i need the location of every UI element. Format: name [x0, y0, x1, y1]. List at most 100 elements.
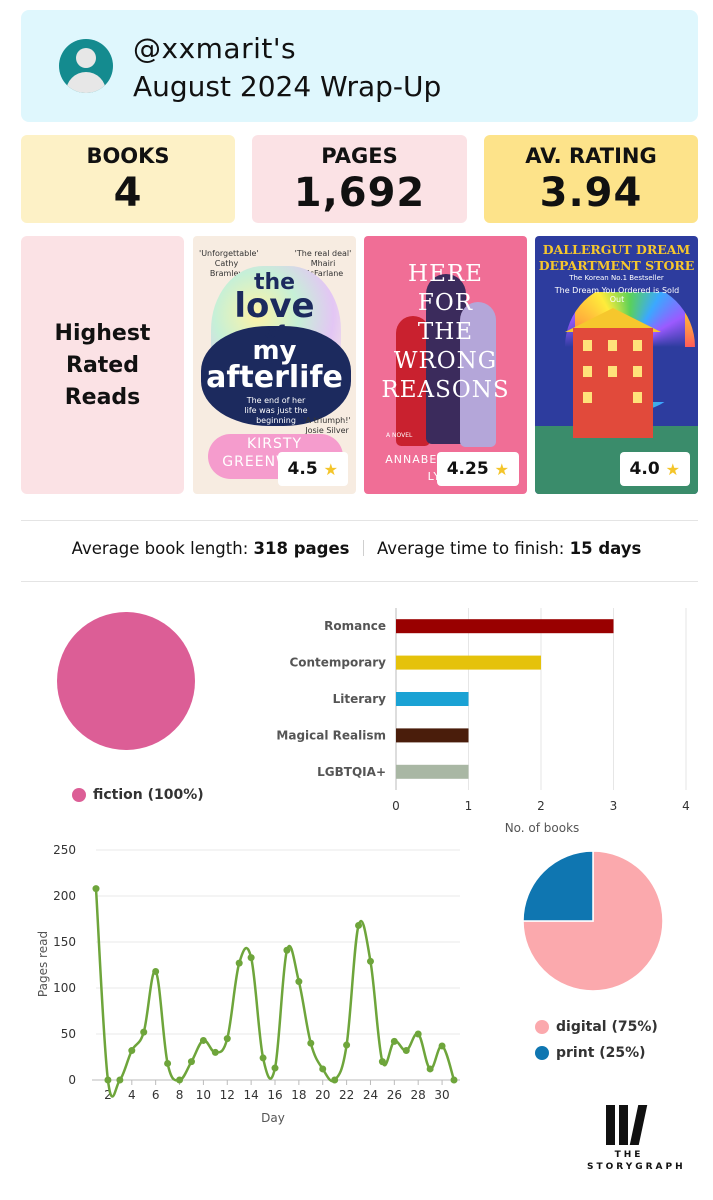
line-x-tick: 4 — [128, 1088, 136, 1102]
line-point-day-13[interactable] — [235, 959, 243, 967]
rating-value: 4.5 — [287, 459, 318, 479]
line-point-day-8[interactable] — [176, 1076, 184, 1084]
fiction-pie-slice-fiction[interactable] — [57, 612, 195, 750]
line-point-day-31[interactable] — [450, 1076, 458, 1084]
line-point-day-7[interactable] — [164, 1059, 172, 1067]
book-cover-love-of-my-afterlife[interactable]: 'Unforgettable' Cathy Bramley 'The real … — [193, 236, 356, 494]
cover-art-window — [583, 340, 592, 351]
line-point-day-6[interactable] — [152, 967, 160, 975]
line-point-day-16[interactable] — [271, 1064, 279, 1072]
cover-title-word: FOR — [417, 290, 474, 316]
cover-title-word: love — [234, 286, 315, 326]
line-point-day-29[interactable] — [426, 1065, 434, 1073]
format-pie-slice-print[interactable] — [522, 850, 594, 922]
legend-label: digital (75%) — [556, 1019, 658, 1035]
cover-art-window — [608, 340, 617, 351]
cover-blurb: The end of her life was just the beginni… — [244, 396, 308, 425]
star-icon: ★ — [665, 459, 680, 479]
logo-bar — [606, 1105, 615, 1145]
genre-x-axis-label: No. of books — [505, 821, 580, 835]
line-point-day-12[interactable] — [223, 1035, 231, 1043]
storygraph-logo-icon — [606, 1105, 652, 1145]
line-point-day-2[interactable] — [104, 1076, 112, 1084]
highest-rated-title-line: Reads — [64, 385, 141, 410]
book-cover-here-for-the-wrong-reasons[interactable]: HERE FOR THE WRONG REASONS A NOVEL ANNAB… — [364, 236, 527, 494]
line-point-day-20[interactable] — [319, 1065, 327, 1073]
line-point-day-25[interactable] — [378, 1058, 386, 1066]
cover-quote: 'The real deal' Mhairi McFarlane — [294, 249, 352, 278]
line-point-day-18[interactable] — [295, 978, 303, 986]
genre-category-label: LGBTQIA+ — [317, 765, 386, 779]
genre-x-tick: 3 — [610, 799, 618, 813]
genre-bar-magical-realism[interactable] — [396, 728, 469, 743]
cover-art-window — [583, 392, 592, 403]
line-y-tick: 150 — [53, 935, 76, 949]
line-point-day-28[interactable] — [414, 1030, 422, 1038]
book-cover-dallergut-dream-department-store[interactable]: DALLERGUT DREAM DEPARTMENT STORE The Kor… — [535, 236, 698, 494]
storygraph-logo[interactable]: THE STORYGRAPH — [587, 1105, 683, 1173]
line-point-day-15[interactable] — [259, 1054, 267, 1062]
line-point-day-1[interactable] — [92, 885, 100, 893]
format-legend-digital[interactable]: digital (75%) — [535, 1019, 658, 1035]
genre-bar-lgbtqia-[interactable] — [396, 764, 469, 779]
cover-art-night-sky — [201, 326, 351, 426]
line-point-day-10[interactable] — [199, 1036, 207, 1044]
cover-art-window — [583, 366, 592, 377]
line-point-day-30[interactable] — [438, 1042, 446, 1050]
genre-category-label: Romance — [324, 619, 386, 633]
stat-pages-value: 1,692 — [293, 170, 426, 216]
line-point-day-5[interactable] — [140, 1028, 148, 1036]
stat-rating-label: AV. RATING — [525, 144, 657, 168]
genre-bar-romance[interactable] — [396, 619, 614, 634]
avg-length-label: Average book length: — [71, 539, 249, 558]
genre-bar-literary[interactable] — [396, 692, 469, 706]
rating-badge: 4.0 ★ — [619, 452, 690, 486]
avatar[interactable] — [59, 39, 113, 93]
line-x-tick: 10 — [196, 1088, 211, 1102]
genre-bar-contemporary[interactable] — [396, 655, 541, 670]
rating-badge: 4.25 ★ — [436, 452, 519, 486]
page-title: August 2024 Wrap-Up — [133, 70, 442, 103]
line-point-day-23[interactable] — [355, 921, 363, 929]
line-point-day-3[interactable] — [116, 1076, 124, 1084]
cover-title-word: REASONS — [381, 377, 510, 403]
wrapup-header: @xxmarit's August 2024 Wrap-Up — [21, 10, 698, 122]
line-point-day-17[interactable] — [283, 946, 291, 954]
genre-category-label: Literary — [333, 692, 387, 706]
avg-time-label: Average time to finish: — [376, 539, 565, 558]
cover-title-word: WRONG — [393, 348, 498, 374]
genre-x-tick: 1 — [465, 799, 473, 813]
cover-art-window — [633, 392, 642, 403]
pages-read-line — [94, 888, 456, 1098]
line-x-tick: 26 — [387, 1088, 402, 1102]
line-point-day-24[interactable] — [366, 957, 374, 965]
stat-pages-label: PAGES — [321, 144, 398, 168]
format-legend-print[interactable]: print (25%) — [535, 1045, 646, 1061]
avg-length-value: 318 pages — [253, 539, 350, 558]
line-x-tick: 30 — [434, 1088, 449, 1102]
line-x-tick: 8 — [176, 1088, 184, 1102]
line-x-tick: 2 — [104, 1088, 112, 1102]
line-point-day-26[interactable] — [390, 1037, 398, 1045]
line-point-day-21[interactable] — [331, 1076, 339, 1084]
line-point-day-27[interactable] — [402, 1047, 410, 1055]
genre-bar-chart: Romance Contemporary Literary Magical Reali… — [276, 608, 690, 835]
logo-bar — [629, 1105, 648, 1145]
line-point-day-22[interactable] — [343, 1041, 351, 1049]
line-point-day-14[interactable] — [247, 954, 255, 962]
stat-books-label: BOOKS — [86, 144, 170, 168]
highest-rated-card: Highest Rated Reads — [21, 236, 184, 494]
line-x-tick: 18 — [291, 1088, 306, 1102]
cover-title-word: afterlife — [206, 360, 343, 395]
genre-category-label: Magical Realism — [276, 728, 386, 742]
line-point-day-11[interactable] — [211, 1048, 219, 1056]
stat-pages-card: PAGES 1,692 — [252, 135, 467, 223]
line-point-day-4[interactable] — [128, 1047, 136, 1055]
line-point-day-9[interactable] — [187, 1058, 195, 1066]
genre-x-tick: 4 — [682, 799, 690, 813]
fiction-pie-legend[interactable]: fiction (100%) — [72, 787, 204, 803]
line-point-day-19[interactable] — [307, 1039, 315, 1047]
username[interactable]: @xxmarit's — [133, 32, 297, 65]
cover-art-window — [633, 366, 642, 377]
divider — [21, 520, 698, 521]
